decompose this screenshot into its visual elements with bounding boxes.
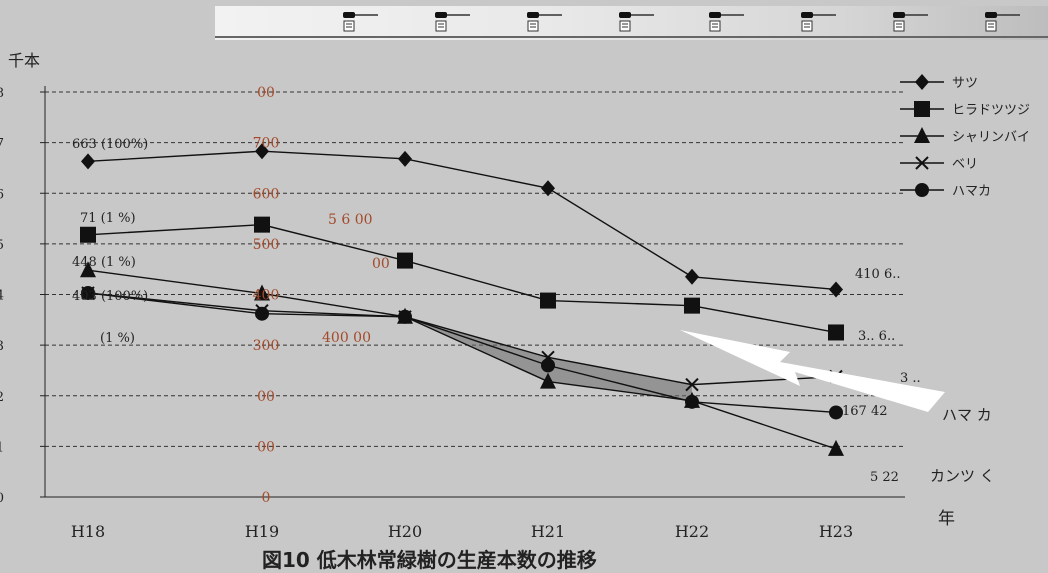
legend-marker — [915, 183, 929, 197]
y-tick-label: 2 — [0, 390, 4, 405]
data-point — [254, 284, 270, 301]
value-label: 663 (100%) — [72, 137, 148, 152]
overlay-tick-label: 400 — [253, 288, 280, 304]
value-label: 167 42 — [842, 404, 888, 419]
series-name-label: カンツ く — [930, 467, 995, 485]
series-line — [87, 150, 837, 291]
data-point — [397, 252, 413, 269]
legend-marker — [914, 101, 930, 117]
y-tick-label: 3 — [0, 339, 4, 354]
data-point — [685, 394, 699, 409]
pin-icon — [616, 8, 656, 34]
y-tick-label: 7 — [0, 137, 4, 152]
pin-icon — [798, 8, 838, 34]
pin-icon — [890, 8, 930, 34]
x-tick-label: H20 — [388, 522, 422, 541]
data-point — [540, 372, 556, 389]
x-tick-label: H22 — [675, 522, 709, 541]
data-point — [828, 439, 844, 456]
overlay-tick-label: 00 — [257, 85, 275, 101]
arrow-shape — [680, 330, 945, 412]
y-tick-label: 0 — [0, 491, 4, 506]
pin-icon — [340, 8, 380, 34]
value-label: (1 %) — [100, 331, 135, 346]
axes: 8 7 6 5 4 3 2 1 0 H18 H19 H20 H21 H22 H23 — [0, 86, 905, 541]
y-tick-label: 8 — [0, 86, 4, 101]
legend-label: サツ — [952, 76, 978, 91]
data-point — [829, 281, 843, 298]
data-point — [254, 216, 270, 233]
value-label: 410 6.. — [855, 267, 900, 282]
overlay-tick-label: 00 — [257, 389, 275, 405]
value-label: 448 (1 %) — [72, 255, 136, 270]
data-point — [541, 358, 555, 373]
data-point — [255, 143, 269, 160]
data-point — [398, 150, 412, 167]
value-label: 5 22 — [870, 470, 899, 485]
x-tick-label: H18 — [71, 522, 105, 541]
pin-icon — [432, 8, 472, 34]
data-point — [684, 297, 700, 314]
series-layer — [80, 143, 844, 456]
pin-icon — [524, 8, 564, 34]
data-point — [80, 261, 96, 278]
data-point — [829, 405, 843, 420]
x-tick-label: H21 — [531, 522, 565, 541]
data-point — [541, 180, 555, 197]
data-point — [81, 153, 95, 170]
y-tick-label: 4 — [0, 289, 4, 304]
series-line — [87, 223, 837, 334]
y-tick-label: 1 — [0, 440, 4, 455]
overlay-tick-label: 700 — [253, 136, 280, 152]
overlay-tick-label: 0 — [262, 490, 271, 506]
legend-label: ハマカ — [952, 184, 991, 199]
value-label: 3 .. — [900, 371, 921, 386]
y-tick-label: 6 — [0, 187, 4, 202]
data-point — [398, 309, 412, 324]
legend-label: シャリンバイ — [952, 130, 1030, 145]
overlay-annotation: 5 6 00 — [328, 212, 373, 228]
figure-caption: 図10 低木林常緑樹の生産本数の推移 — [262, 548, 597, 572]
legend-marker — [915, 156, 929, 170]
ribbon-underline — [215, 36, 1048, 38]
overlay-tick-label: 500 — [253, 237, 280, 253]
legend-marker — [914, 127, 930, 143]
data-point — [540, 292, 556, 309]
data-point — [81, 285, 95, 300]
overlay-annotation: 00 — [372, 256, 390, 272]
legend-label: ベリ — [952, 157, 978, 172]
value-label: 3.. 6.. — [858, 329, 895, 344]
series-name-label: ハマ カ — [942, 406, 992, 424]
overlay-annotation: 400 00 — [322, 330, 371, 346]
overlay-tick-label: 600 — [253, 186, 280, 202]
y-tick-label: 5 — [0, 238, 4, 253]
value-label: 403 (100%) — [72, 289, 148, 304]
x-tick-label: H23 — [819, 522, 853, 541]
gridlines — [45, 91, 905, 447]
data-point — [80, 226, 96, 243]
series-line — [87, 269, 837, 450]
pin-icon — [706, 8, 746, 34]
series-line — [87, 292, 837, 414]
data-point — [685, 268, 699, 285]
overlay-tick-label: 00 — [257, 439, 275, 455]
pin-icon — [982, 8, 1022, 34]
x-axis-label: 年 — [938, 509, 955, 529]
y-axis-label: 千本 — [8, 51, 40, 70]
series-line — [87, 292, 837, 386]
legend-label: ヒラドツツジ — [952, 103, 1030, 118]
legend-marker — [915, 74, 929, 90]
data-point — [685, 377, 699, 392]
data-point — [828, 324, 844, 341]
value-label: 71 (1 %) — [80, 211, 136, 226]
data-point — [255, 306, 269, 321]
x-tick-label: H19 — [245, 522, 279, 541]
overlay-tick-label: 300 — [253, 338, 280, 354]
